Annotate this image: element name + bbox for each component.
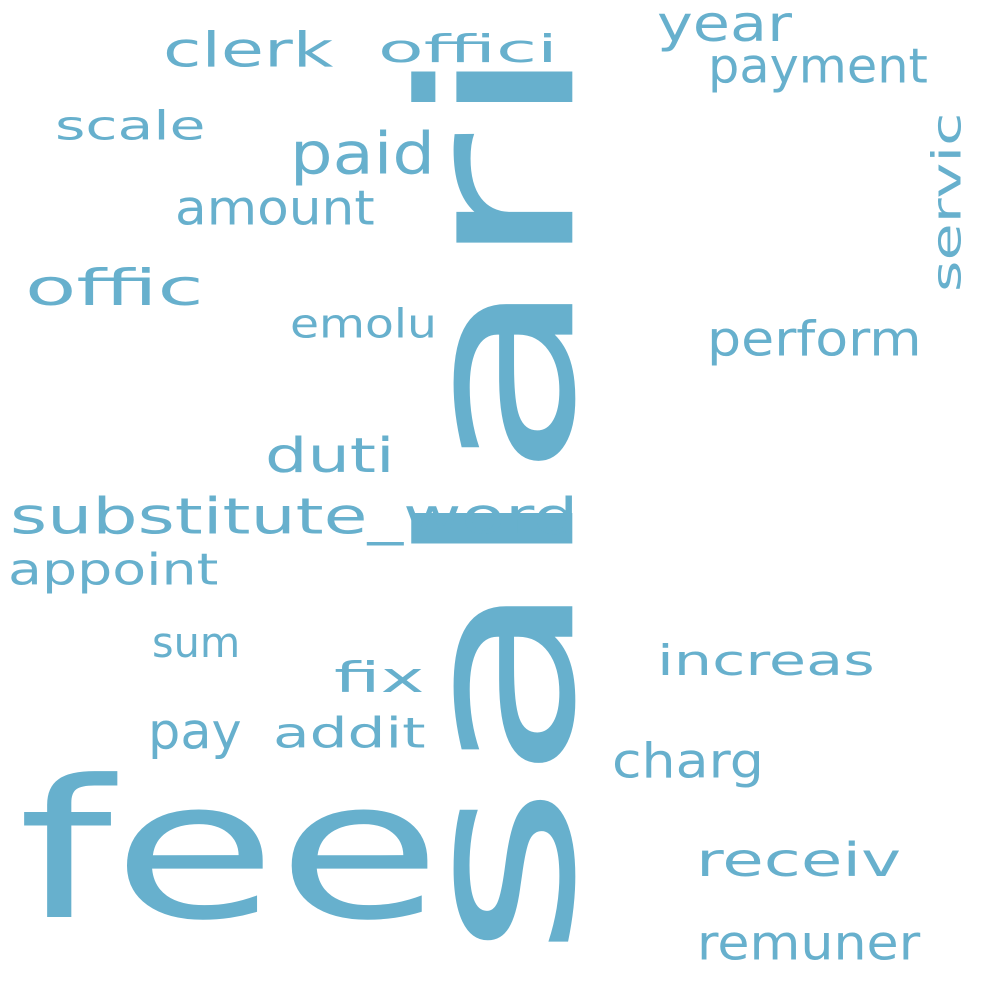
word-substitute-word: substitute_word xyxy=(10,487,579,547)
word-duti: duti xyxy=(265,427,395,484)
word-pay: pay xyxy=(148,703,242,761)
word-payment: payment xyxy=(708,37,928,95)
word-paid: paid xyxy=(290,119,435,188)
word-sum: sum xyxy=(152,618,241,668)
word-fee: fee xyxy=(18,738,442,963)
word-offic: offic xyxy=(25,258,204,318)
word-remuner: remuner xyxy=(697,916,921,972)
word-perform: perform xyxy=(707,311,922,367)
word-scale: scale xyxy=(55,103,206,150)
word-receiv: receiv xyxy=(696,834,902,888)
word-offici: offici xyxy=(378,27,558,72)
word-year: year xyxy=(657,0,792,54)
word-clerk: clerk xyxy=(163,22,334,79)
word-increas: increas xyxy=(657,636,875,686)
word-servic: servic xyxy=(924,112,971,292)
word-appoint: appoint xyxy=(8,544,219,596)
word-fix: fix xyxy=(334,653,425,703)
word-charg: charg xyxy=(612,734,764,790)
word-addit: addit xyxy=(273,708,426,758)
word-emolu: emolu xyxy=(290,301,437,348)
word-amount: amount xyxy=(175,181,375,237)
